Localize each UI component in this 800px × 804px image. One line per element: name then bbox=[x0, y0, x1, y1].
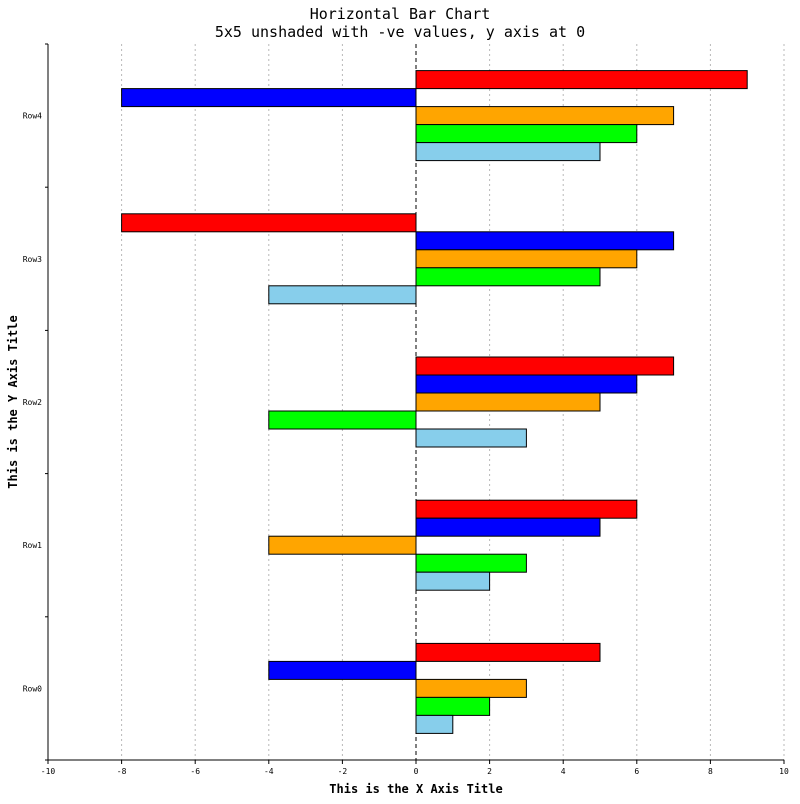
category-label: Row3 bbox=[23, 255, 42, 264]
x-tick-label: 6 bbox=[634, 767, 639, 776]
bar bbox=[415, 517, 601, 537]
x-tick-label: -8 bbox=[117, 767, 127, 776]
bar bbox=[415, 356, 675, 376]
bar bbox=[415, 124, 638, 144]
chart-subtitle: 5x5 unshaded with -ve values, y axis at … bbox=[215, 23, 585, 41]
bar bbox=[415, 392, 601, 412]
bar bbox=[415, 499, 638, 519]
axis-layer: Row0 Row1 Row2 Row3 Row4 -10 -8 -6 -4 -2 0 2 4 6 8 10 bbox=[23, 43, 789, 776]
bar bbox=[121, 213, 417, 233]
x-tick-label: 8 bbox=[708, 767, 713, 776]
bar bbox=[415, 142, 601, 162]
bar bbox=[415, 428, 527, 448]
x-tick-label: 4 bbox=[561, 767, 566, 776]
bar bbox=[268, 535, 417, 555]
x-tick-label: 0 bbox=[414, 767, 419, 776]
bar bbox=[415, 231, 675, 251]
x-tick-label: -6 bbox=[190, 767, 200, 776]
x-tick-label: -2 bbox=[338, 767, 348, 776]
bar bbox=[415, 642, 601, 662]
x-tick-label: 10 bbox=[779, 767, 789, 776]
bar bbox=[415, 696, 491, 716]
category-label: Row4 bbox=[23, 112, 42, 121]
x-tick-label: -4 bbox=[264, 767, 274, 776]
chart-title: Horizontal Bar Chart bbox=[310, 5, 491, 23]
x-tick-label: 2 bbox=[487, 767, 492, 776]
bar bbox=[415, 553, 527, 573]
category-label: Row1 bbox=[23, 541, 42, 550]
y-axis-title: This is the Y Axis Title bbox=[6, 315, 20, 488]
bar bbox=[415, 106, 675, 126]
x-tick-label: -10 bbox=[41, 767, 56, 776]
bar bbox=[415, 249, 638, 269]
bar bbox=[415, 267, 601, 287]
bar bbox=[268, 410, 417, 430]
bar-layer bbox=[121, 70, 748, 734]
bar bbox=[415, 678, 527, 698]
bar bbox=[415, 374, 638, 394]
bar bbox=[268, 660, 417, 680]
bar bbox=[415, 571, 491, 591]
category-label: Row0 bbox=[23, 684, 42, 693]
bar bbox=[415, 70, 748, 90]
category-label: Row2 bbox=[23, 398, 42, 407]
grid-layer bbox=[121, 44, 785, 760]
bar bbox=[268, 285, 417, 305]
bar bbox=[121, 88, 417, 108]
bar bbox=[415, 714, 454, 734]
x-axis-title: This is the X Axis Title bbox=[329, 782, 502, 796]
